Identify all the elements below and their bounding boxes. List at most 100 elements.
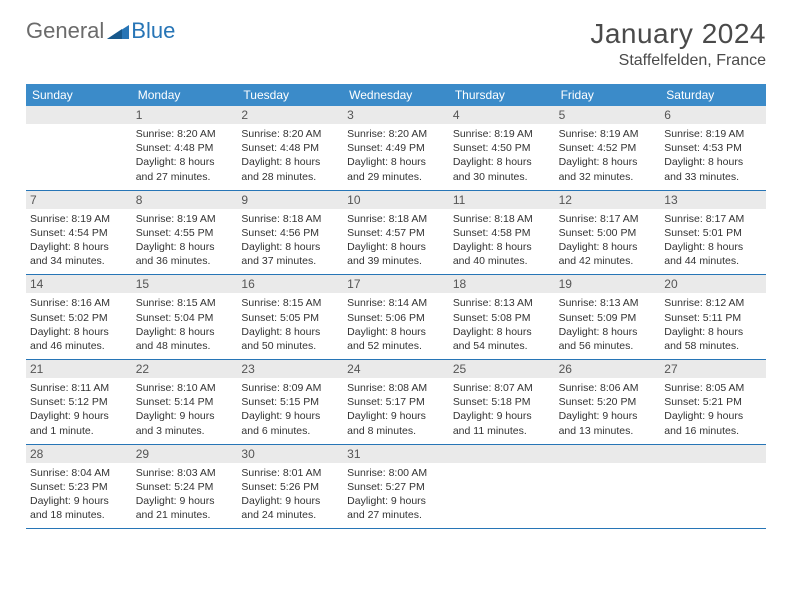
day-number: 5 — [555, 106, 661, 124]
sunrise-line: Sunrise: 8:19 AM — [453, 127, 551, 141]
sunset-line: Sunset: 5:15 PM — [241, 395, 339, 409]
sunrise-line: Sunrise: 8:08 AM — [347, 381, 445, 395]
day-number: 3 — [343, 106, 449, 124]
daylight-line: Daylight: 9 hours and 24 minutes. — [241, 494, 339, 522]
calendar-grid: SundayMondayTuesdayWednesdayThursdayFrid… — [26, 84, 766, 529]
daylight-line: Daylight: 9 hours and 1 minute. — [30, 409, 128, 437]
sunrise-line: Sunrise: 8:14 AM — [347, 296, 445, 310]
daylight-line: Daylight: 9 hours and 16 minutes. — [664, 409, 762, 437]
sunset-line: Sunset: 5:00 PM — [559, 226, 657, 240]
brand-part2: Blue — [131, 18, 175, 44]
week-row: 21Sunrise: 8:11 AMSunset: 5:12 PMDayligh… — [26, 360, 766, 445]
day-cell: 3 Sunrise: 8:20 AMSunset: 4:49 PMDaylight… — [343, 106, 449, 190]
day-cell: 10Sunrise: 8:18 AMSunset: 4:57 PMDayligh… — [343, 191, 449, 275]
week-row: 7Sunrise: 8:19 AMSunset: 4:54 PMDaylight… — [26, 191, 766, 276]
day-number: 14 — [26, 275, 132, 293]
sunrise-line: Sunrise: 8:05 AM — [664, 381, 762, 395]
daylight-line: Daylight: 8 hours and 58 minutes. — [664, 325, 762, 353]
week-row: 14Sunrise: 8:16 AMSunset: 5:02 PMDayligh… — [26, 275, 766, 360]
sunrise-line: Sunrise: 8:19 AM — [136, 212, 234, 226]
title-block: January 2024 Staffelfelden, France — [590, 18, 766, 70]
sunrise-line: Sunrise: 8:11 AM — [30, 381, 128, 395]
weekday-label: Monday — [132, 84, 238, 106]
sunrise-line: Sunrise: 8:19 AM — [664, 127, 762, 141]
sunset-line: Sunset: 5:11 PM — [664, 311, 762, 325]
day-cell: 2Sunrise: 8:20 AMSunset: 4:48 PMDaylight… — [237, 106, 343, 190]
day-number: 22 — [132, 360, 238, 378]
day-number: 2 — [237, 106, 343, 124]
day-number-empty — [26, 106, 132, 124]
day-cell: 29Sunrise: 8:03 AMSunset: 5:24 PMDayligh… — [132, 445, 238, 529]
weekday-label: Thursday — [449, 84, 555, 106]
sunrise-line: Sunrise: 8:16 AM — [30, 296, 128, 310]
sunset-line: Sunset: 5:06 PM — [347, 311, 445, 325]
sunrise-line: Sunrise: 8:20 AM — [136, 127, 234, 141]
sunrise-line: Sunrise: 8:06 AM — [559, 381, 657, 395]
daylight-line: Daylight: 8 hours and 56 minutes. — [559, 325, 657, 353]
calendar-page: General Blue January 2024 Staffelfelden,… — [0, 0, 792, 539]
sunset-line: Sunset: 4:49 PM — [347, 141, 445, 155]
daylight-line: Daylight: 8 hours and 33 minutes. — [664, 155, 762, 183]
sunset-line: Sunset: 5:21 PM — [664, 395, 762, 409]
day-cell: 23Sunrise: 8:09 AMSunset: 5:15 PMDayligh… — [237, 360, 343, 444]
month-title: January 2024 — [590, 18, 766, 50]
day-number: 4 — [449, 106, 555, 124]
day-number: 29 — [132, 445, 238, 463]
sunrise-line: Sunrise: 8:15 AM — [241, 296, 339, 310]
daylight-line: Daylight: 8 hours and 29 minutes. — [347, 155, 445, 183]
day-number: 21 — [26, 360, 132, 378]
sunset-line: Sunset: 5:23 PM — [30, 480, 128, 494]
sunrise-line: Sunrise: 8:18 AM — [241, 212, 339, 226]
day-number-empty — [660, 445, 766, 463]
day-cell: 9Sunrise: 8:18 AMSunset: 4:56 PMDaylight… — [237, 191, 343, 275]
sunrise-line: Sunrise: 8:07 AM — [453, 381, 551, 395]
sunset-line: Sunset: 4:52 PM — [559, 141, 657, 155]
day-cell: 15Sunrise: 8:15 AMSunset: 5:04 PMDayligh… — [132, 275, 238, 359]
day-number: 30 — [237, 445, 343, 463]
day-number: 24 — [343, 360, 449, 378]
sunrise-line: Sunrise: 8:01 AM — [241, 466, 339, 480]
daylight-line: Daylight: 9 hours and 8 minutes. — [347, 409, 445, 437]
day-number-empty — [555, 445, 661, 463]
daylight-line: Daylight: 8 hours and 28 minutes. — [241, 155, 339, 183]
day-number: 6 — [660, 106, 766, 124]
sunset-line: Sunset: 5:05 PM — [241, 311, 339, 325]
daylight-line: Daylight: 9 hours and 21 minutes. — [136, 494, 234, 522]
sunrise-line: Sunrise: 8:00 AM — [347, 466, 445, 480]
day-number: 1 — [132, 106, 238, 124]
sunset-line: Sunset: 5:01 PM — [664, 226, 762, 240]
day-number: 31 — [343, 445, 449, 463]
sunset-line: Sunset: 4:50 PM — [453, 141, 551, 155]
daylight-line: Daylight: 8 hours and 46 minutes. — [30, 325, 128, 353]
daylight-line: Daylight: 8 hours and 50 minutes. — [241, 325, 339, 353]
sunrise-line: Sunrise: 8:20 AM — [347, 127, 445, 141]
sunrise-line: Sunrise: 8:18 AM — [453, 212, 551, 226]
daylight-line: Daylight: 9 hours and 27 minutes. — [347, 494, 445, 522]
day-cell: 12Sunrise: 8:17 AMSunset: 5:00 PMDayligh… — [555, 191, 661, 275]
daylight-line: Daylight: 9 hours and 6 minutes. — [241, 409, 339, 437]
sunset-line: Sunset: 5:09 PM — [559, 311, 657, 325]
day-number: 11 — [449, 191, 555, 209]
day-cell: 17Sunrise: 8:14 AMSunset: 5:06 PMDayligh… — [343, 275, 449, 359]
daylight-line: Daylight: 9 hours and 11 minutes. — [453, 409, 551, 437]
daylight-line: Daylight: 8 hours and 27 minutes. — [136, 155, 234, 183]
daylight-line: Daylight: 8 hours and 30 minutes. — [453, 155, 551, 183]
sunrise-line: Sunrise: 8:18 AM — [347, 212, 445, 226]
day-cell: 19Sunrise: 8:13 AMSunset: 5:09 PMDayligh… — [555, 275, 661, 359]
day-cell: 28Sunrise: 8:04 AMSunset: 5:23 PMDayligh… — [26, 445, 132, 529]
day-cell: 31Sunrise: 8:00 AMSunset: 5:27 PMDayligh… — [343, 445, 449, 529]
daylight-line: Daylight: 8 hours and 37 minutes. — [241, 240, 339, 268]
sunrise-line: Sunrise: 8:13 AM — [453, 296, 551, 310]
day-cell — [660, 445, 766, 529]
day-cell: 8Sunrise: 8:19 AMSunset: 4:55 PMDaylight… — [132, 191, 238, 275]
sunset-line: Sunset: 5:04 PM — [136, 311, 234, 325]
daylight-line: Daylight: 8 hours and 34 minutes. — [30, 240, 128, 268]
day-cell: 24Sunrise: 8:08 AMSunset: 5:17 PMDayligh… — [343, 360, 449, 444]
day-cell — [449, 445, 555, 529]
daylight-line: Daylight: 9 hours and 3 minutes. — [136, 409, 234, 437]
brand-part1: General — [26, 18, 104, 44]
daylight-line: Daylight: 8 hours and 32 minutes. — [559, 155, 657, 183]
day-number: 23 — [237, 360, 343, 378]
daylight-line: Daylight: 8 hours and 42 minutes. — [559, 240, 657, 268]
sunrise-line: Sunrise: 8:12 AM — [664, 296, 762, 310]
